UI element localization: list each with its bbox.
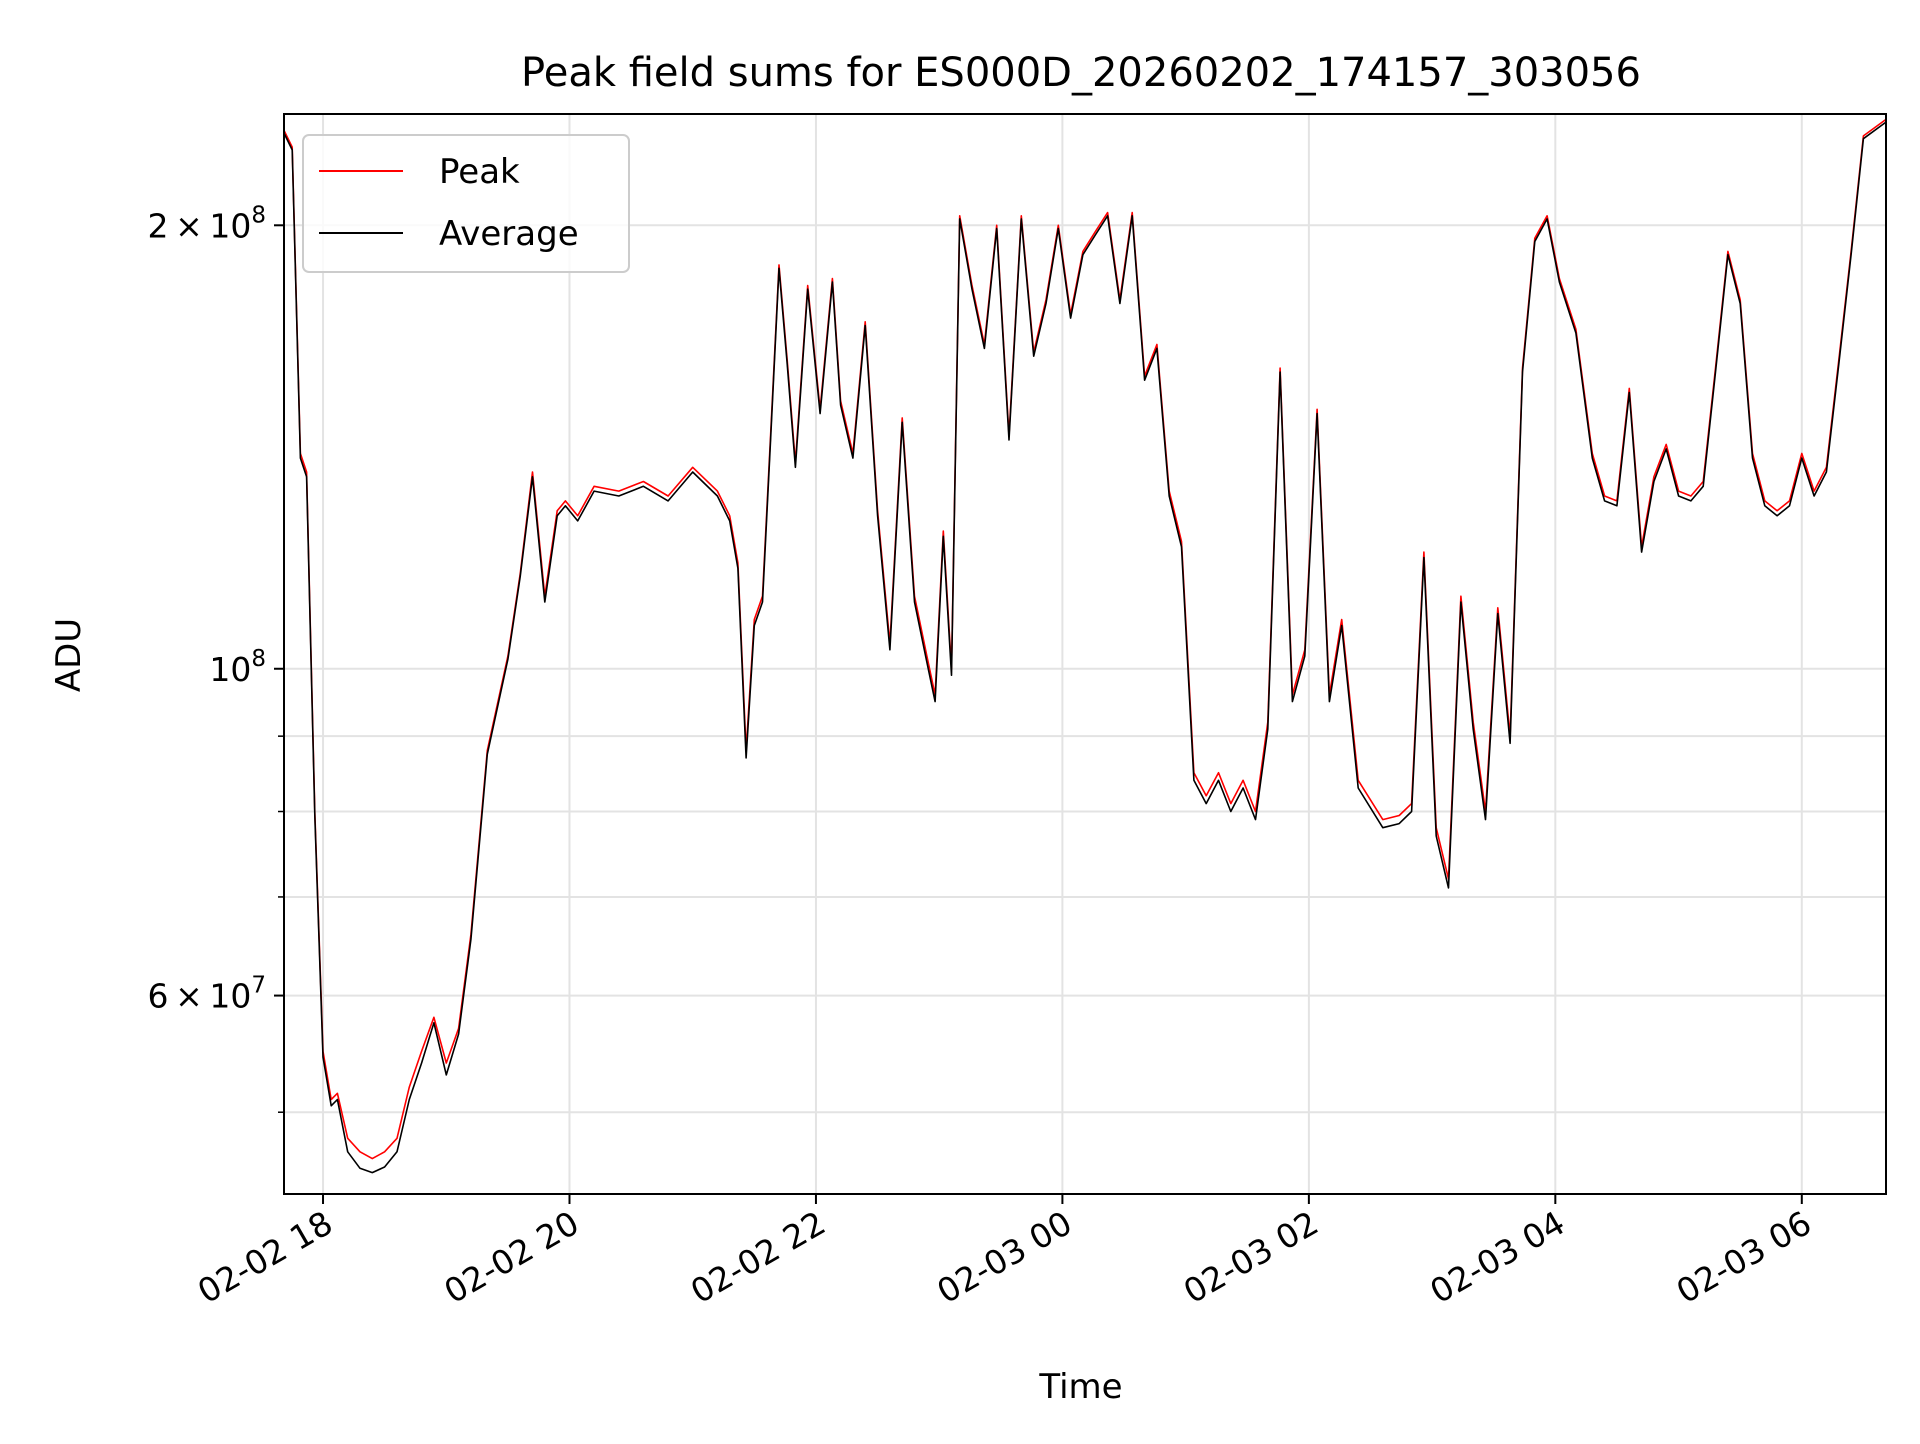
- x-axis-label: Time: [1038, 1367, 1122, 1407]
- legend-box: [302, 134, 630, 273]
- legend-label-peak: Peak: [439, 152, 520, 192]
- y-tick-label: 108: [209, 646, 266, 689]
- y-axis-label: ADU: [49, 618, 89, 692]
- y-tick-mantissa: 2 × 10: [148, 206, 252, 245]
- chart-title: Peak field sums for ES000D_20260202_1741…: [521, 50, 1641, 96]
- y-tick-exponent: 8: [251, 646, 266, 672]
- grid-lines: [284, 114, 1886, 1194]
- y-tick-exponent: 8: [251, 202, 266, 228]
- y-tick-label: 6 × 107: [148, 973, 266, 1016]
- legend-label-average: Average: [439, 214, 579, 254]
- y-tick-label: 2 × 108: [148, 202, 266, 245]
- y-tick-mantissa: 6 × 10: [148, 977, 252, 1016]
- y-tick-mantissa: 10: [209, 650, 251, 689]
- legend: Peak Average: [302, 134, 630, 273]
- series-line-average: [283, 121, 1887, 1174]
- series-lines: [283, 118, 1887, 1174]
- y-tick-exponent: 7: [251, 973, 266, 999]
- axes-frame: [283, 113, 1887, 1195]
